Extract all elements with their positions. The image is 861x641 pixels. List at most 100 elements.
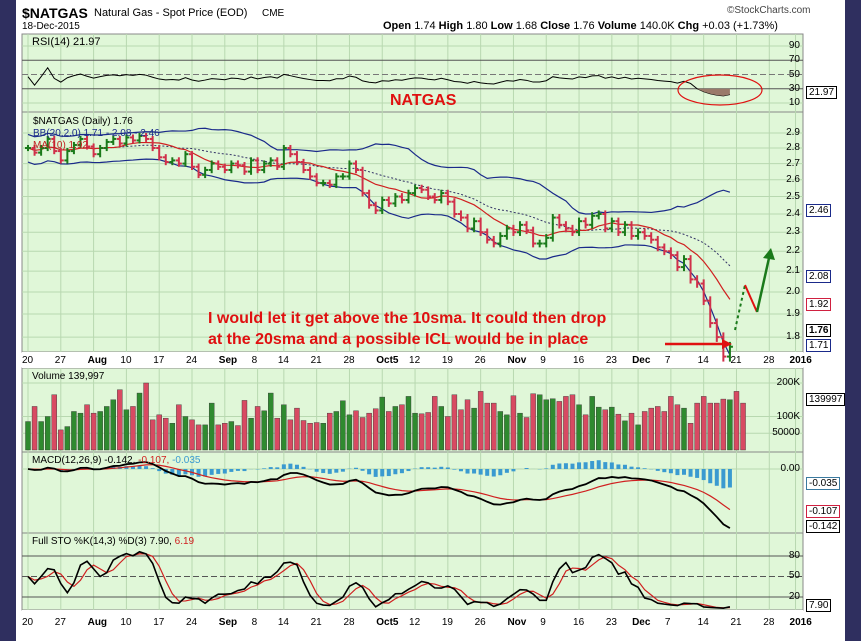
macd-main: MACD(12,26,9) -0.142,: [32, 455, 136, 466]
volume-bar: [418, 413, 425, 451]
price-tick: 2.7: [786, 157, 800, 169]
ma10-line: [27, 141, 731, 300]
macd-hist-bar: [695, 469, 700, 478]
x-tick-label: 26: [474, 355, 486, 366]
x-tick-label: 8: [251, 355, 258, 366]
volume-bar: [471, 407, 477, 451]
x-tick-label-bottom: Oct5: [376, 617, 399, 628]
macd-hist-bar: [393, 469, 398, 475]
volume-bar: [44, 416, 51, 451]
volume-tag: 139997: [806, 393, 846, 406]
macd-signal: -0.107,: [138, 455, 170, 466]
macd-hist-bar: [662, 469, 667, 473]
volume-bar: [727, 399, 733, 451]
rsi-tick: 70: [788, 54, 800, 66]
macd-hist-bar: [235, 469, 240, 471]
volume-bar: [25, 421, 31, 451]
macd-hist-bar: [367, 469, 372, 475]
volume-bar: [582, 414, 589, 451]
bb-legend: BB(20,2.0) 1.71 - 2.08 - 2.46: [33, 128, 160, 139]
macd-hist-bar: [157, 469, 162, 472]
macd-hist-bar: [688, 469, 693, 477]
sto-main: Full STO %K(14,3) %D(3) 7.90,: [32, 536, 172, 547]
macd-signal-tag: -0.107: [806, 505, 841, 518]
sto-tick: 80: [788, 550, 800, 561]
volume-bar: [143, 382, 149, 451]
volume-bar: [379, 396, 385, 451]
x-tick-label: 24: [186, 355, 198, 366]
x-tick-label: 16: [573, 355, 585, 366]
macd-hist-bar: [399, 469, 404, 474]
volume-tick: 100K: [776, 410, 800, 422]
volume-bar: [392, 406, 399, 451]
macd-hist-bar: [498, 469, 503, 476]
volume-bar: [510, 395, 517, 451]
x-tick-label-bottom: 28: [343, 617, 355, 628]
sto-tag: 7.90: [806, 599, 832, 612]
macd-hist-bar: [294, 464, 299, 469]
macd-hist-bar: [301, 466, 306, 469]
macd-hist-bar: [340, 469, 345, 472]
volume-bar: [104, 406, 110, 451]
volume-bar: [97, 411, 103, 451]
x-tick-label-bottom: 24: [186, 617, 198, 628]
volume-bar: [366, 412, 372, 451]
volume-bar: [110, 399, 116, 451]
x-tick-label: 9: [540, 355, 546, 366]
macd-hist-bar: [373, 469, 378, 477]
x-tick-label: 21: [730, 355, 742, 366]
quote-line: Open 1.74 High 1.80 Low 1.68 Close 1.76 …: [383, 20, 778, 32]
x-tick-label: 14: [697, 355, 709, 366]
x-tick-label-bottom: 27: [54, 617, 66, 628]
volume-bar: [412, 412, 418, 451]
volume-bar: [477, 391, 484, 451]
volume-bar: [169, 423, 176, 451]
x-tick-label-bottom: 10: [120, 617, 132, 628]
volume-bar: [274, 417, 280, 451]
date-axis-bottom: [22, 610, 803, 632]
macd-hist-bar: [668, 469, 673, 474]
high-value: 1.80: [466, 20, 488, 32]
price-tick: 2.0: [786, 286, 800, 298]
volume-bar: [648, 407, 654, 451]
symbol-title: $NATGAS: [22, 5, 88, 21]
macd-hist-bar: [452, 469, 457, 470]
x-tick-label-bottom: 9: [540, 617, 546, 628]
volume-bar: [432, 396, 438, 451]
volume-bar: [464, 399, 471, 451]
price-tick: 1.9: [786, 307, 800, 319]
volume-bar: [287, 419, 294, 451]
x-tick-label: 14: [277, 355, 289, 366]
macd-hist-bar: [596, 460, 601, 469]
volume-legend: Volume 139,997: [32, 371, 105, 382]
bb-lower-line: [27, 158, 731, 356]
x-tick-label: 7: [664, 355, 671, 366]
volume-bar: [117, 389, 123, 451]
macd-signal-line: [27, 464, 731, 511]
low-value: 1.68: [515, 20, 538, 32]
projection-drop-line: [744, 284, 758, 313]
volume-bar: [281, 404, 287, 451]
volume-bar: [609, 406, 615, 451]
x-tick-label-bottom: 2016: [789, 617, 812, 628]
volume-bar: [254, 406, 261, 451]
sto-k-line: [27, 550, 731, 609]
x-tick-label: 17: [153, 355, 165, 366]
macd-hist-bar: [636, 467, 641, 469]
macd-hist-bar: [327, 469, 332, 474]
volume-bar: [58, 429, 64, 451]
price-tick: 2.2: [786, 245, 800, 257]
volume-bar: [556, 401, 563, 451]
price-tick: 2.3: [786, 226, 800, 238]
macd-hist-bar: [485, 469, 490, 476]
macd-hist-bar: [321, 469, 326, 474]
volume-tick: 200K: [776, 377, 800, 388]
x-tick-label: 28: [343, 355, 355, 366]
bb-lower-tag: 1.71: [806, 339, 832, 352]
x-tick-label: 20: [22, 355, 34, 366]
volume-bar: [504, 414, 510, 451]
volume-bar: [176, 404, 182, 451]
volume-bar: [123, 409, 130, 451]
macd-hist-bar: [281, 464, 286, 469]
price-legend: $NATGAS (Daily) 1.76: [33, 116, 133, 127]
